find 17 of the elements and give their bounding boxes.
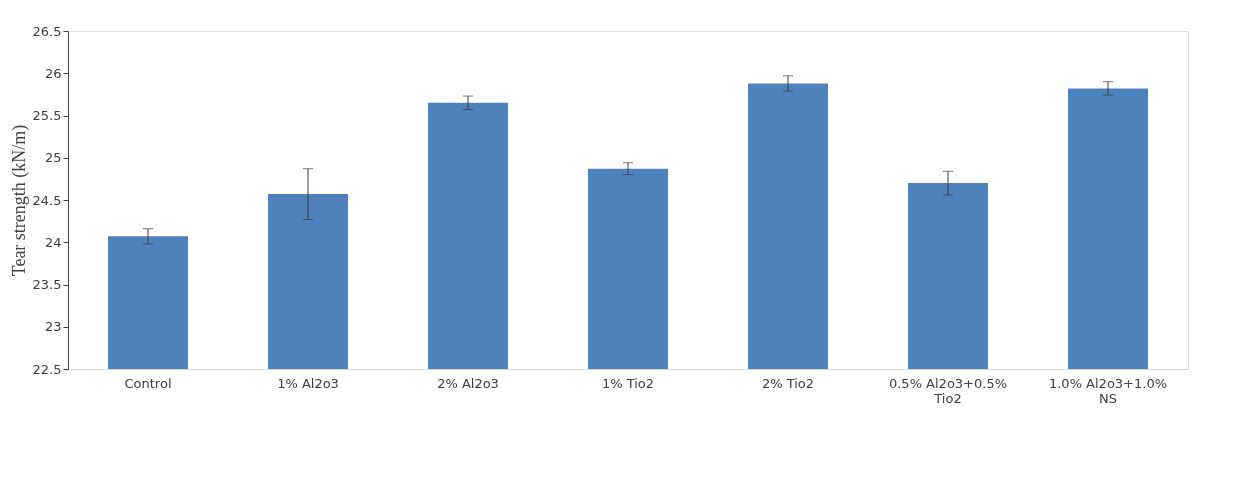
- y-tick-label: 23.5: [32, 277, 62, 292]
- x-tick-label: 1.0% Al2o3+1.0% NS: [1048, 375, 1168, 406]
- y-axis-title: Tear strength (kN/m): [8, 124, 30, 277]
- x-tick-label: 1% Al2o3: [277, 375, 339, 391]
- y-tick-label: 26.5: [32, 23, 62, 39]
- x-tick-label: Control: [124, 375, 172, 391]
- x-tick-label: 2% Al2o3: [437, 375, 499, 391]
- y-tick-label: 22.5: [32, 361, 62, 377]
- x-tick-label: 0.5% Al2o3+0.5% Tio2: [888, 375, 1008, 406]
- y-tick-label: 26: [44, 65, 62, 81]
- y-tick-label: 23: [44, 319, 62, 335]
- x-tick-label: 1% Tio2: [601, 375, 655, 391]
- y-tick-label: 24: [44, 234, 62, 250]
- y-tick-label: 25: [44, 150, 62, 166]
- y-tick-label: 25.5: [32, 108, 62, 123]
- y-tick-label: 24.5: [32, 192, 62, 208]
- x-tick-label: 2% Tio2: [761, 375, 815, 391]
